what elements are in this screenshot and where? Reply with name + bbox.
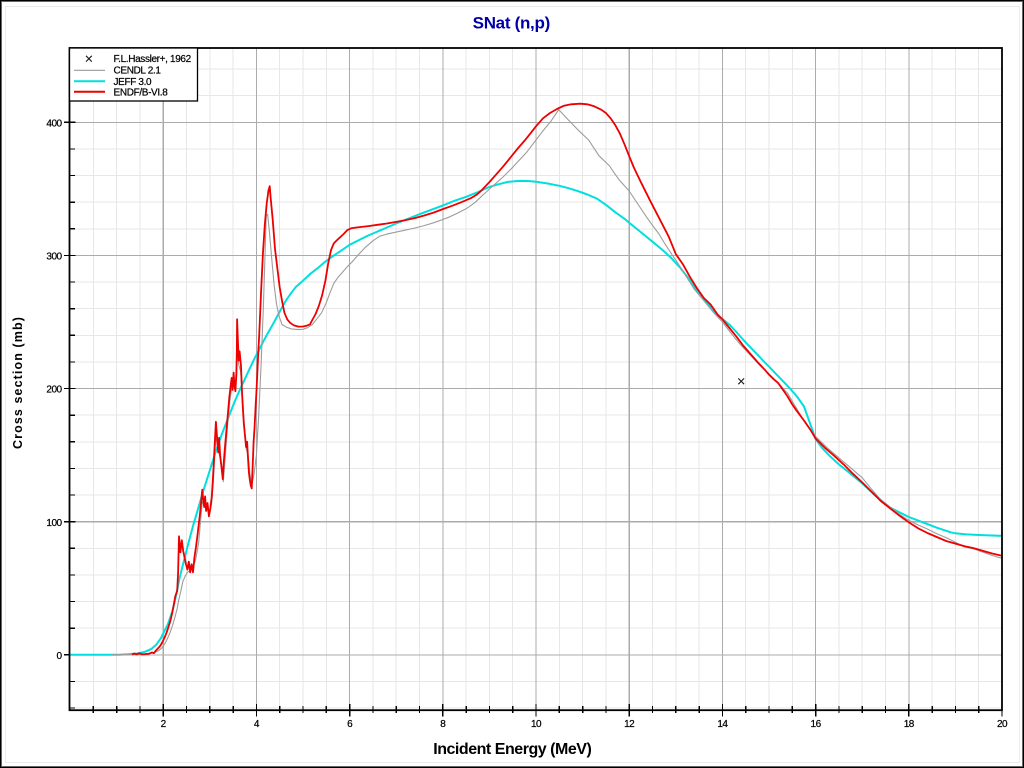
svg-text:8: 8 <box>440 719 446 730</box>
svg-text:4: 4 <box>254 719 260 730</box>
svg-text:200: 200 <box>46 385 62 396</box>
svg-text:2: 2 <box>161 719 167 730</box>
svg-text:0: 0 <box>57 651 63 662</box>
svg-text:6: 6 <box>347 719 353 730</box>
svg-text:12: 12 <box>624 719 635 730</box>
svg-text:16: 16 <box>811 719 822 730</box>
svg-text:10: 10 <box>531 719 542 730</box>
svg-text:20: 20 <box>997 719 1008 730</box>
svg-text:300: 300 <box>46 252 62 263</box>
svg-text:14: 14 <box>717 719 728 730</box>
svg-text:F.L.Hassler+, 1962: F.L.Hassler+, 1962 <box>114 54 192 65</box>
svg-text:18: 18 <box>904 719 915 730</box>
svg-text:Cross section (mb): Cross section (mb) <box>11 316 25 449</box>
svg-text:400: 400 <box>46 118 62 129</box>
svg-text:SNat (n,p): SNat (n,p) <box>473 14 550 33</box>
svg-text:JEFF 3.0: JEFF 3.0 <box>114 77 153 88</box>
svg-text:100: 100 <box>46 518 62 529</box>
svg-text:CENDL 2.1: CENDL 2.1 <box>114 66 162 77</box>
svg-text:Incident Energy (MeV): Incident Energy (MeV) <box>433 741 591 758</box>
svg-text:ENDF/B-VI.8: ENDF/B-VI.8 <box>114 88 169 99</box>
